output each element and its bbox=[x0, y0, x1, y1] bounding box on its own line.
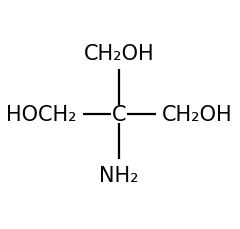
Text: CH₂OH: CH₂OH bbox=[162, 105, 233, 124]
Text: NH₂: NH₂ bbox=[99, 166, 139, 185]
Text: HOCH₂: HOCH₂ bbox=[6, 105, 77, 124]
Text: C: C bbox=[112, 105, 126, 124]
Text: CH₂OH: CH₂OH bbox=[84, 44, 155, 63]
